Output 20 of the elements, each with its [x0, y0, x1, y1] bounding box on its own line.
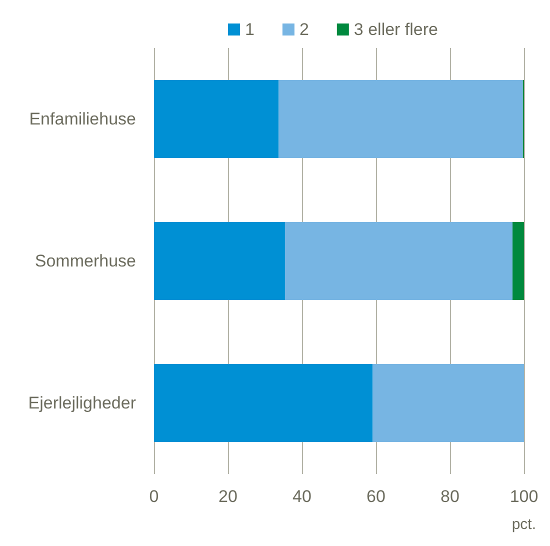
bar [372, 364, 524, 442]
x-tick-label: 80 [440, 487, 460, 506]
x-axis-title: pct. [512, 516, 536, 533]
bar [154, 80, 279, 158]
legend-label: 1 [245, 20, 254, 39]
x-tick-label: 100 [510, 487, 538, 506]
bar [512, 222, 524, 300]
y-tick-label: Sommerhuse [34, 252, 136, 270]
y-tick-label: Ejerlejligheder [28, 394, 136, 412]
x-tick-label: 20 [218, 487, 238, 506]
x-tick-label: 0 [149, 487, 159, 506]
legend-label: 3 eller flere [354, 20, 438, 39]
x-tick-label: 60 [366, 487, 386, 506]
bar [154, 364, 373, 442]
bar [154, 222, 285, 300]
bar [284, 222, 513, 300]
x-tick-label: 40 [292, 487, 312, 506]
bar [278, 80, 523, 158]
y-tick-label: Enfamiliehuse [29, 110, 136, 128]
legend-label: 2 [299, 20, 309, 39]
